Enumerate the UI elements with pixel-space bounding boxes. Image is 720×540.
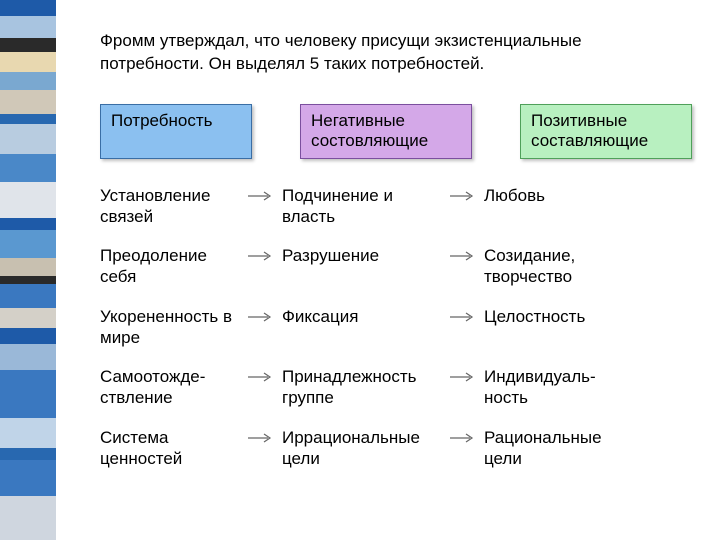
sidebar-stripe [0,418,56,448]
decorative-sidebar [0,0,56,540]
positive-cell: Индивидуаль-ность [484,366,634,409]
negative-cell: Принадлежность группе [282,366,442,409]
positive-header: Позитивные составляющие [520,104,692,159]
arrow-icon [240,245,282,267]
sidebar-stripe [0,90,56,114]
sidebar-stripe [0,370,56,418]
negative-cell: Фиксация [282,306,442,327]
table-row: Установление связей Подчинение и власть Лю… [100,185,700,228]
table-row: Система ценностей Иррациональные цели Раци… [100,427,700,470]
arrow-icon [240,427,282,449]
sidebar-stripe [0,258,56,276]
arrow-icon [442,306,484,328]
arrow-icon [240,306,282,328]
sidebar-stripe [0,496,56,540]
positive-cell: Любовь [484,185,634,206]
header-row: Потребность Негативные состовляющие Позити… [100,104,700,159]
sidebar-stripe [0,16,56,38]
negative-header: Негативные состовляющие [300,104,472,159]
arrow-icon [442,185,484,207]
sidebar-stripe [0,448,56,460]
arrow-icon [442,366,484,388]
positive-cell: Целостность [484,306,634,327]
need-header: Потребность [100,104,252,159]
sidebar-stripe [0,218,56,230]
arrow-icon [240,366,282,388]
sidebar-stripe [0,276,56,284]
sidebar-stripe [0,182,56,218]
sidebar-stripe [0,52,56,72]
arrow-icon [442,427,484,449]
sidebar-stripe [0,284,56,308]
arrow-icon [442,245,484,267]
need-cell: Установление связей [100,185,240,228]
table-row: Самоотожде-ствление Принадлежность группе… [100,366,700,409]
sidebar-stripe [0,72,56,90]
need-cell: Система ценностей [100,427,240,470]
negative-cell: Подчинение и власть [282,185,442,228]
negative-cell: Разрушение [282,245,442,266]
need-cell: Укорененность в мире [100,306,240,349]
data-rows: Установление связей Подчинение и власть Лю… [100,185,700,470]
sidebar-stripe [0,0,56,16]
table-row: Преодоление себя Разрушение Созидание, тво… [100,245,700,288]
sidebar-stripe [0,344,56,370]
sidebar-stripe [0,308,56,328]
sidebar-stripe [0,154,56,182]
table-row: Укорененность в мире Фиксация Целостность [100,306,700,349]
negative-cell: Иррациональные цели [282,427,442,470]
sidebar-stripe [0,124,56,154]
sidebar-stripe [0,230,56,258]
positive-cell: Созидание, творчество [484,245,634,288]
arrow-icon [240,185,282,207]
need-cell: Самоотожде-ствление [100,366,240,409]
positive-cell: Рациональные цели [484,427,634,470]
sidebar-stripe [0,460,56,496]
sidebar-stripe [0,328,56,344]
sidebar-stripe [0,38,56,52]
sidebar-stripe [0,114,56,124]
intro-paragraph: Фромм утверждал, что человеку присущи эк… [100,30,620,76]
need-cell: Преодоление себя [100,245,240,288]
main-content: Фромм утверждал, что человеку присущи эк… [100,30,700,469]
